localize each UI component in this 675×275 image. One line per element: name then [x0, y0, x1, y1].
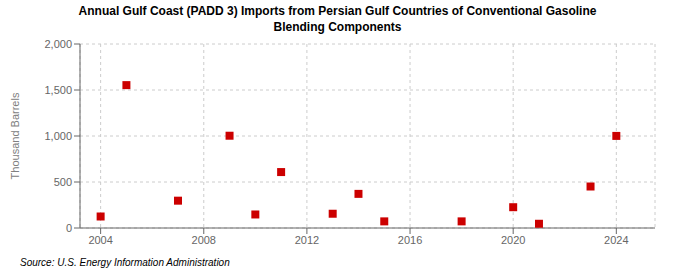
svg-text:1,500: 1,500 — [44, 84, 72, 96]
svg-text:1,000: 1,000 — [44, 130, 72, 142]
svg-text:2024: 2024 — [604, 234, 628, 246]
svg-text:2016: 2016 — [398, 234, 422, 246]
svg-text:500: 500 — [54, 176, 72, 188]
svg-text:2,000: 2,000 — [44, 38, 72, 50]
svg-text:2008: 2008 — [192, 234, 216, 246]
svg-text:2012: 2012 — [295, 234, 319, 246]
html-text:Blending Components: Blending Components — [273, 20, 402, 34]
svg-text:Thousand Barrels: Thousand Barrels — [9, 92, 21, 179]
html-text:Annual Gulf Coast (PADD 3) Imp: Annual Gulf Coast (PADD 3) Imports from … — [78, 4, 597, 18]
svg-text:0: 0 — [66, 222, 72, 234]
svg-text:2004: 2004 — [88, 234, 112, 246]
html-text:Source: U.S. Energy Informatio: Source: U.S. Energy Information Administ… — [20, 257, 230, 268]
svg-text:2020: 2020 — [501, 234, 525, 246]
